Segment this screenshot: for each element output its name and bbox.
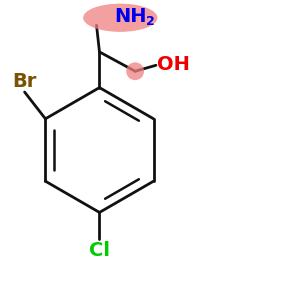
- Text: Cl: Cl: [89, 241, 110, 260]
- Ellipse shape: [83, 4, 158, 32]
- Text: 2: 2: [146, 15, 154, 28]
- Text: NH: NH: [114, 7, 147, 26]
- Ellipse shape: [126, 62, 144, 80]
- Text: OH: OH: [158, 55, 190, 74]
- Text: Br: Br: [12, 72, 37, 91]
